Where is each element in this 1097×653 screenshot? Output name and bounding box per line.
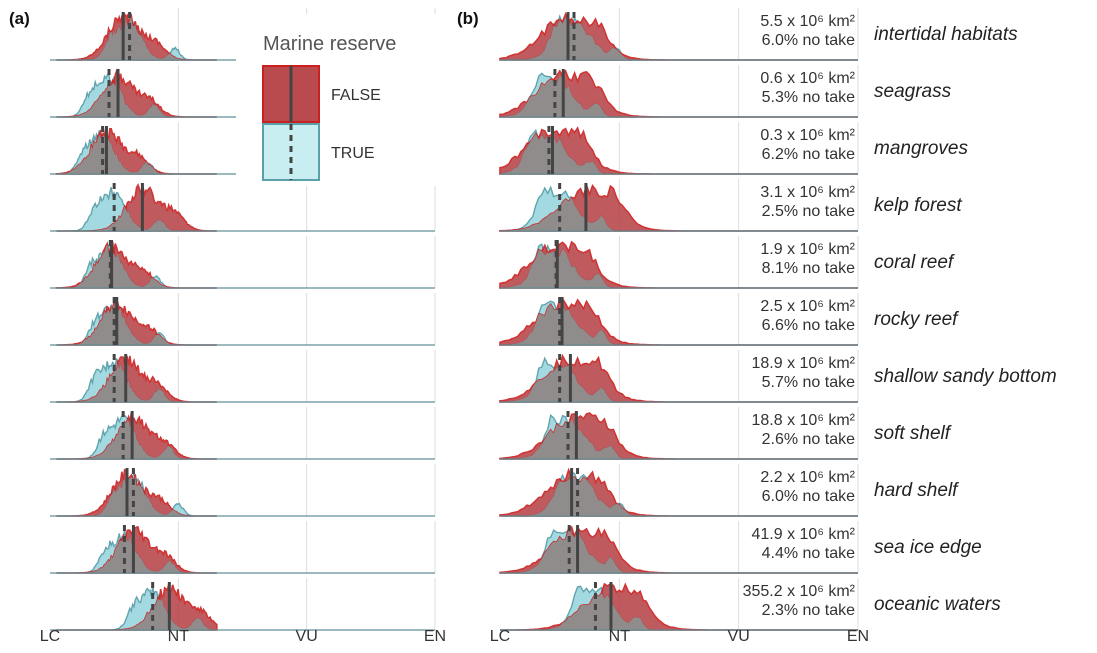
- x-tick-label: NT: [168, 628, 190, 645]
- habitat-area: 18.8 x 10⁶ km²: [751, 412, 855, 429]
- habitat-area: 355.2 x 10⁶ km²: [743, 583, 856, 600]
- habitat-no-take: 5.3% no take: [762, 89, 856, 106]
- habitat-area: 1.9 x 10⁶ km²: [760, 241, 855, 258]
- density-overlap-b-5: [500, 304, 858, 345]
- density-overlap-a-4: [56, 244, 217, 288]
- panel-a-ridges: [50, 12, 435, 631]
- x-tick-label: NT: [609, 628, 631, 645]
- legend: Marine reserve FALSE TRUE: [236, 14, 436, 186]
- density-overlap-a-10: [56, 598, 217, 630]
- habitat-area: 5.5 x 10⁶ km²: [760, 13, 855, 30]
- density-false-a-3: [56, 183, 217, 232]
- density-false-a-5: [56, 296, 217, 346]
- habitat-no-take: 2.3% no take: [762, 602, 856, 619]
- habitat-area: 3.1 x 10⁶ km²: [760, 184, 855, 201]
- x-tick-label: LC: [490, 628, 510, 645]
- x-tick-label: VU: [728, 628, 750, 645]
- density-overlap-b-8: [500, 477, 858, 516]
- habitat-area: 18.9 x 10⁶ km²: [751, 355, 855, 372]
- density-overlap-b-3: [500, 197, 858, 231]
- density-false-a-6: [56, 355, 217, 403]
- density-overlap-b-9: [500, 529, 858, 573]
- habitat-area: 0.3 x 10⁶ km²: [760, 127, 855, 144]
- panel-b-label: (b): [457, 9, 479, 28]
- habitat-no-take: 6.6% no take: [762, 317, 856, 334]
- x-tick-label: LC: [40, 628, 60, 645]
- legend-true-label: TRUE: [331, 145, 375, 162]
- habitat-label: seagrass: [874, 81, 952, 102]
- habitat-no-take: 6.2% no take: [762, 146, 856, 163]
- habitat-label: hard shelf: [874, 480, 959, 501]
- density-overlap-a-7: [56, 420, 217, 459]
- density-overlap-b-1: [500, 75, 858, 117]
- habitat-no-take: 4.4% no take: [762, 545, 856, 562]
- density-overlap-b-2: [500, 133, 858, 174]
- x-tick-labels-b: LC NT VU EN: [490, 628, 869, 645]
- density-overlap-b-0: [500, 17, 858, 60]
- habitat-area: 2.5 x 10⁶ km²: [760, 298, 855, 315]
- habitat-label: rocky reef: [874, 309, 959, 330]
- density-overlap-b-7: [500, 418, 858, 459]
- x-tick-label: EN: [424, 628, 446, 645]
- density-overlap-a-0: [56, 16, 217, 60]
- density-overlap-b-10: [500, 593, 858, 630]
- density-overlap-a-1: [56, 80, 217, 117]
- habitat-no-take: 8.1% no take: [762, 260, 856, 277]
- habitat-labels: intertidal habitats seagrass mangroves kelp…: [874, 24, 1057, 615]
- panel-a-label: (a): [9, 9, 30, 28]
- habitat-no-take: 5.7% no take: [762, 374, 856, 391]
- x-tick-label: VU: [296, 628, 318, 645]
- habitat-label: oceanic waters: [874, 594, 1001, 615]
- habitat-label: coral reef: [874, 252, 955, 273]
- habitat-area: 0.6 x 10⁶ km²: [760, 70, 855, 87]
- habitat-label: mangroves: [874, 138, 968, 159]
- density-overlap-a-8: [56, 476, 217, 516]
- habitat-no-take: 6.0% no take: [762, 32, 856, 49]
- habitat-no-take: 2.5% no take: [762, 203, 856, 220]
- density-overlap-a-3: [56, 206, 217, 231]
- habitat-no-take: 2.6% no take: [762, 431, 856, 448]
- legend-false-label: FALSE: [331, 87, 381, 104]
- density-overlap-a-5: [56, 301, 217, 345]
- panel-b-ridges: [499, 11, 858, 631]
- density-overlap-a-2: [56, 134, 217, 174]
- panel-b-annotations: 5.5 x 10⁶ km² 6.0% no take 0.6 x 10⁶ km² 5.…: [743, 13, 856, 619]
- panel-b-grid: [618, 8, 859, 630]
- habitat-label: kelp forest: [874, 195, 962, 216]
- density-false-a-4: [55, 241, 217, 289]
- density-overlap-a-9: [56, 536, 217, 573]
- habitat-label: shallow sandy bottom: [874, 366, 1057, 387]
- legend-title: Marine reserve: [263, 33, 396, 55]
- habitat-label: soft shelf: [874, 423, 952, 444]
- x-tick-label: EN: [847, 628, 869, 645]
- habitat-label: intertidal habitats: [874, 24, 1018, 45]
- habitat-no-take: 6.0% no take: [762, 488, 856, 505]
- x-tick-labels-a: LC NT VU EN: [40, 628, 446, 645]
- density-overlap-b-4: [500, 249, 858, 288]
- habitat-label: sea ice edge: [874, 537, 982, 558]
- habitat-area: 2.2 x 10⁶ km²: [760, 469, 855, 486]
- habitat-area: 41.9 x 10⁶ km²: [751, 526, 855, 543]
